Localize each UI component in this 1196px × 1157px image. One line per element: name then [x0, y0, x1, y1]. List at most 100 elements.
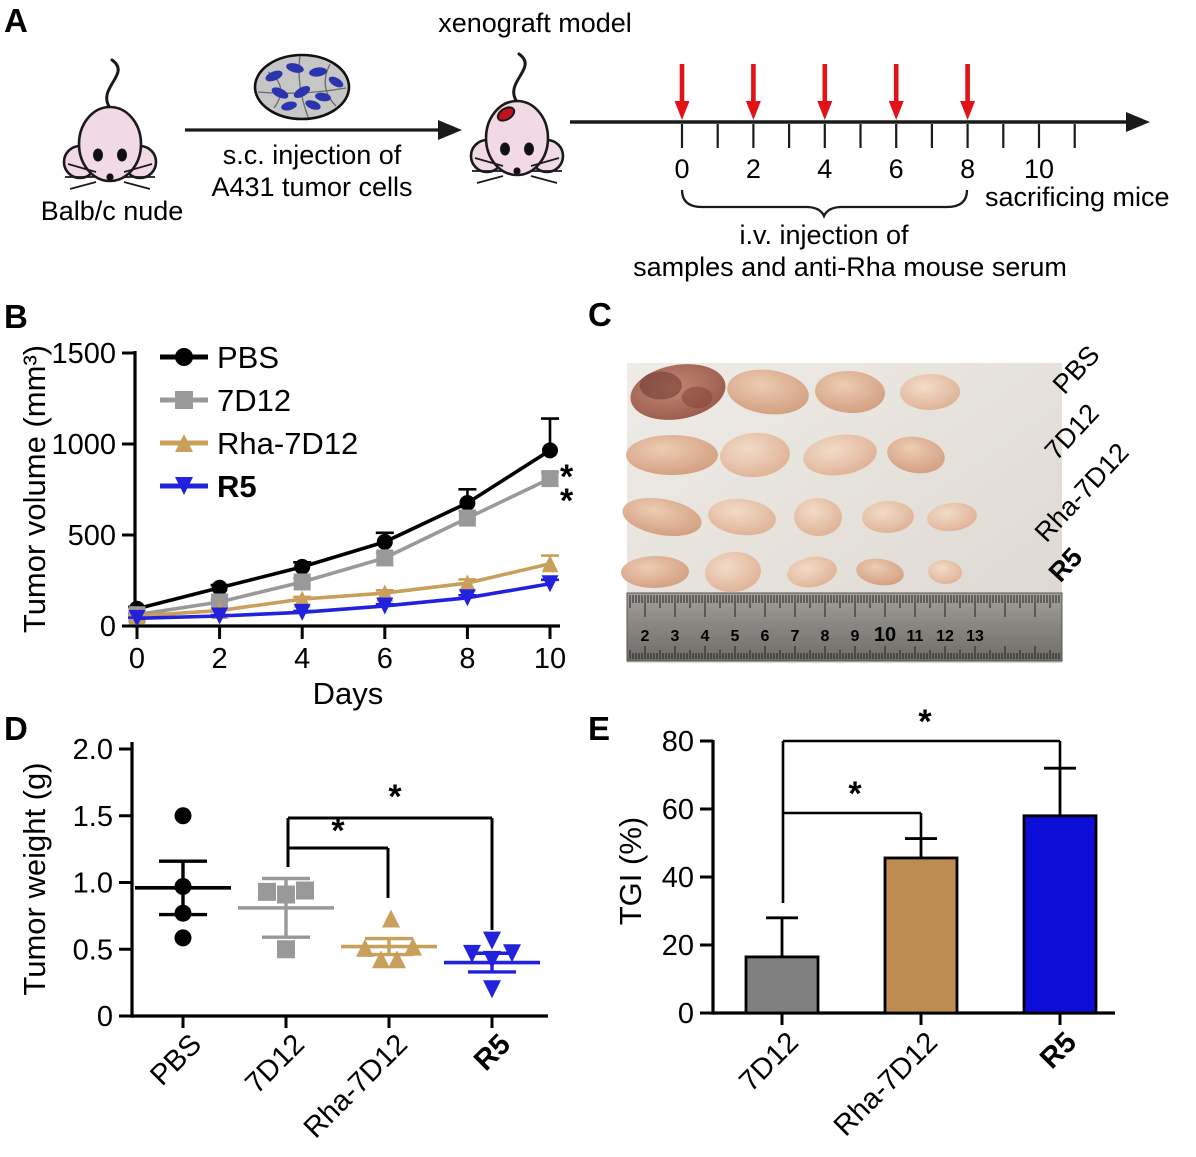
- ruler-number: 5: [731, 628, 740, 645]
- e-y-tick-label: 60: [662, 794, 694, 826]
- d-data-point: [174, 929, 192, 947]
- d-data-point: [258, 882, 276, 901]
- d-x-cat-label: R5: [468, 1028, 517, 1077]
- d-x-cat-label: PBS: [144, 1028, 208, 1092]
- b-data-point: [376, 584, 394, 602]
- d-data-point: [277, 885, 295, 904]
- ruler-number: 6: [761, 628, 770, 645]
- panel-label-a: A: [4, 2, 28, 39]
- d-data-point: [277, 940, 295, 959]
- injection-arrow-icon: [817, 101, 833, 120]
- xenograft-model-title: xenograft model: [438, 8, 632, 38]
- sacrificing-mice-label: sacrificing mice: [985, 182, 1170, 212]
- timeline-tick-label: 0: [674, 154, 689, 184]
- d-data-point: [174, 878, 192, 896]
- tumor-blob: [720, 432, 790, 478]
- iv-injection-caption-line1: i.v. injection of: [739, 220, 909, 250]
- tumor-blob: [626, 435, 718, 475]
- d-y-tick-label: 1.0: [73, 868, 113, 900]
- b-series-line: [136, 582, 551, 621]
- sc-injection-caption-line2: A431 tumor cells: [211, 172, 413, 202]
- d-data-point: [388, 950, 406, 969]
- b-legend-label: R5: [217, 469, 257, 504]
- tumor-blob-patch: [639, 371, 682, 400]
- panel-c-photo: 2 3 4 5 6 7 8 9 10 11 12 13: [621, 363, 1063, 663]
- b-significance-star: *: [560, 482, 574, 520]
- tumor-blob: [727, 369, 809, 415]
- injection-arrow-icon: [960, 101, 976, 120]
- b-y-tick-label: 500: [68, 520, 116, 552]
- d-significance-star: *: [331, 812, 345, 850]
- b-x-tick-label: 4: [294, 643, 310, 675]
- d-data-point: [463, 944, 481, 963]
- tumor-blob-patch: [681, 386, 713, 409]
- ruler-number: 4: [701, 628, 710, 645]
- b-y-tick-label: 0: [100, 611, 116, 643]
- timeline-tick-label: 10: [1024, 154, 1054, 184]
- b-data-point: [459, 494, 476, 511]
- ruler-number: 2: [641, 628, 650, 645]
- e-x-cat-label: Rha-7D12: [828, 1026, 944, 1142]
- d-data-point: [382, 909, 400, 928]
- e-y-tick-label: 20: [662, 930, 694, 962]
- e-y-tick-label: 80: [662, 726, 694, 758]
- tumor-blob: [927, 502, 977, 532]
- d-y-axis-title: Tumor weight (g): [17, 762, 52, 995]
- d-data-point: [296, 881, 314, 900]
- tumor-blob: [708, 498, 776, 536]
- b-data-point: [376, 533, 393, 550]
- b-x-tick-label: 0: [129, 643, 145, 675]
- b-data-point: [458, 574, 476, 592]
- ruler-number: 7: [791, 628, 800, 645]
- b-significance-star: *: [560, 458, 574, 496]
- b-data-point: [294, 558, 311, 575]
- balbc-nude-label: Balb/c nude: [40, 196, 184, 226]
- sc-injection-arrowhead-icon: [438, 120, 462, 140]
- b-data-point: [376, 597, 394, 615]
- d-data-point: [503, 944, 521, 963]
- d-x-cat-label: Rha-7D12: [298, 1028, 414, 1144]
- ruler-number: 13: [966, 628, 984, 645]
- d-data-point: [483, 950, 501, 969]
- mouse-xenograft: [469, 52, 565, 185]
- injection-arrow-icon: [745, 101, 761, 120]
- ruler-number: 9: [851, 628, 860, 645]
- panel-label-d: D: [4, 710, 28, 747]
- b-data-point: [541, 575, 559, 593]
- ruler-number: 12: [936, 628, 954, 645]
- tumor-blob: [862, 500, 914, 534]
- ruler-number: 10: [874, 624, 896, 646]
- e-significance-star: *: [918, 703, 932, 741]
- tumor-blob: [705, 551, 761, 593]
- d-y-tick-label: 0.5: [73, 934, 113, 966]
- b-series-line: [136, 448, 551, 611]
- d-x-cat-label: 7D12: [239, 1028, 311, 1100]
- panel-a-schematic: 0 2 4 6 8 10: [62, 52, 1150, 219]
- injection-arrow-icon: [888, 101, 904, 120]
- b-data-point: [211, 579, 228, 596]
- b-data-point: [211, 593, 229, 611]
- b-data-point: [376, 549, 394, 567]
- timeline-tick-label: 4: [817, 154, 832, 184]
- tumor-cells-icon: [253, 53, 351, 121]
- b-legend-marker: [175, 477, 193, 495]
- d-y-tick-label: 1.5: [73, 801, 113, 833]
- timeline-tick-label: 8: [960, 154, 975, 184]
- b-legend-label: 7D12: [217, 383, 291, 418]
- e-bar: [744, 955, 820, 1015]
- b-y-tick-label: 1000: [51, 429, 116, 461]
- b-data-point: [458, 589, 476, 607]
- b-legend-label: Rha-7D12: [217, 426, 358, 461]
- ruler: [626, 592, 1063, 662]
- b-data-point: [458, 509, 476, 527]
- ruler-number: 11: [907, 628, 924, 645]
- b-legend-marker: [175, 434, 193, 452]
- b-data-point: [293, 603, 311, 621]
- ruler-number: 8: [821, 628, 830, 645]
- tumor-spot-icon: [496, 106, 516, 122]
- timeline-tick-label: 2: [746, 154, 761, 184]
- tumor-blob: [856, 558, 904, 586]
- injection-arrow-icon: [674, 101, 690, 120]
